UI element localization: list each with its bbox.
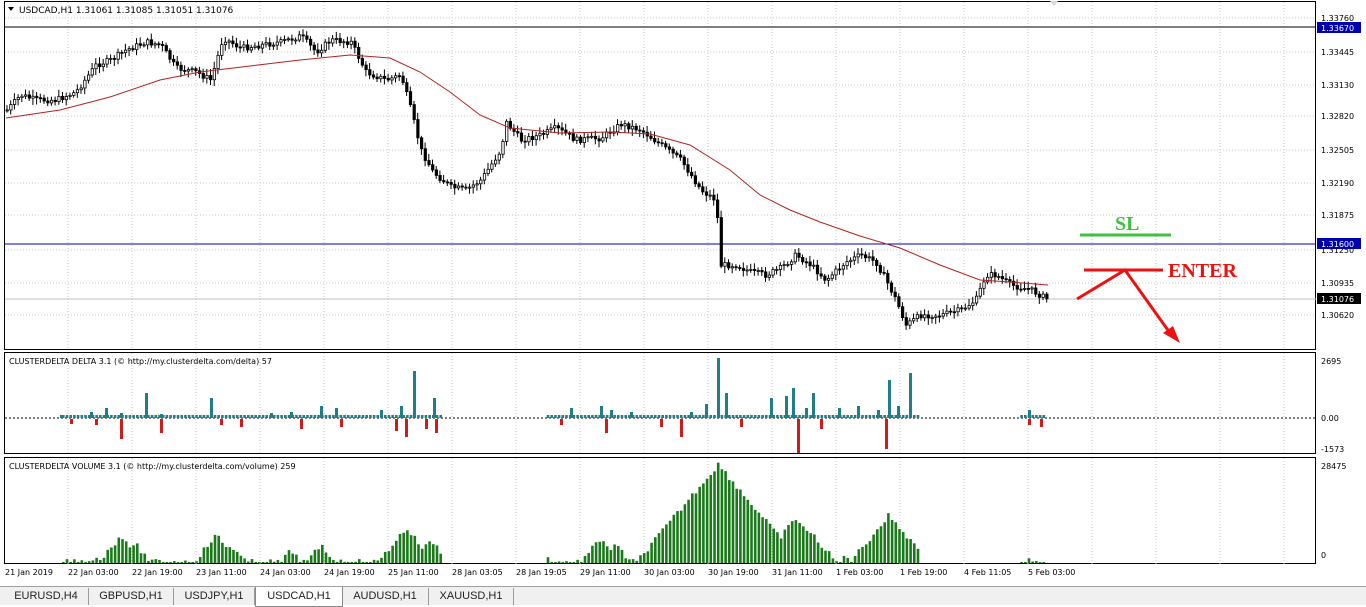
y-tick: 1.32505 [1321, 146, 1354, 155]
chevron-down-icon[interactable] [8, 7, 14, 11]
x-tick: 4 Feb 11:05 [964, 568, 1011, 577]
tab-eurusd-h4[interactable]: EURUSD,H4 [4, 588, 89, 605]
chart-tab-bar: EURUSD,H4 GBPUSD,H1 USDJPY,H1 USDCAD,H1 … [0, 586, 1366, 607]
tab-xauusd-h1[interactable]: XAUUSD,H1 [429, 588, 514, 605]
delta-y-tick: 2695 [1321, 357, 1341, 366]
chart-canvas[interactable]: USDCAD,H1 1.31061 1.31085 1.31051 1.3107… [0, 0, 1366, 586]
x-tick: 31 Jan 11:00 [772, 568, 823, 577]
y-tick: 1.33760 [1321, 14, 1354, 23]
x-tick: 1 Feb 19:00 [900, 568, 947, 577]
y-tick: 1.32820 [1321, 112, 1354, 121]
y-tick: 1.30620 [1321, 311, 1354, 320]
price-label: 1.31076 [1321, 295, 1354, 304]
main-pane-frame [4, 1, 1316, 350]
main-price-axis[interactable]: 1.33760 1.33445 1.33130 1.32820 1.32505 … [1321, 14, 1354, 320]
y-tick: 1.31250 [1321, 246, 1354, 255]
grid-lines [5, 2, 1315, 564]
hline-blue-label-box [1317, 238, 1361, 249]
delta-y-tick: -1573 [1321, 445, 1344, 454]
y-tick: 1.31875 [1321, 211, 1354, 220]
sl-label: SL [1115, 213, 1139, 235]
x-tick: 5 Feb 03:00 [1028, 568, 1075, 577]
x-tick: 24 Jan 19:00 [324, 568, 375, 577]
volume-y-tick: 28475 [1321, 462, 1346, 471]
main-pane-title: USDCAD,H1 1.31061 1.31085 1.31051 1.3107… [19, 6, 234, 16]
x-tick: 24 Jan 03:00 [260, 568, 311, 577]
x-tick: 28 Jan 03:05 [452, 568, 503, 577]
moving-average-line [5, 54, 1049, 286]
delta-histogram [60, 358, 1046, 453]
x-tick: 30 Jan 19:00 [708, 568, 759, 577]
x-tick: 1 Feb 03:00 [836, 568, 883, 577]
price-label-box [1317, 293, 1361, 304]
shift-marker-icon[interactable] [1050, 1, 1058, 6]
volume-y-tick: 0 [1321, 551, 1326, 560]
y-tick: 1.33130 [1321, 81, 1354, 90]
y-tick: 1.30935 [1321, 279, 1354, 288]
volume-pane-frame [4, 457, 1316, 564]
candlestick-series [5, 29, 1049, 330]
delta-pane-frame [4, 352, 1316, 454]
hline-top-label: 1.33670 [1321, 24, 1354, 33]
x-tick: 30 Jan 03:00 [644, 568, 695, 577]
tab-gbpusd-h1[interactable]: GBPUSD,H1 [89, 588, 174, 605]
delta-pane-title: CLUSTERDELTA DELTA 3.1 (© http://my.clus… [9, 357, 272, 366]
x-tick: 22 Jan 03:00 [68, 568, 119, 577]
x-tick: 23 Jan 11:00 [196, 568, 247, 577]
tab-usdcad-h1[interactable]: USDCAD,H1 [255, 587, 343, 607]
y-tick: 1.33445 [1321, 48, 1354, 57]
volume-pane-title: CLUSTERDELTA VOLUME 3.1 (© http://my.clu… [9, 462, 296, 471]
x-tick: 28 Jan 19:05 [516, 568, 567, 577]
trade-arrow[interactable] [1076, 267, 1172, 334]
tab-audusd-h1[interactable]: AUDUSD,H1 [342, 588, 429, 605]
time-axis[interactable]: 21 Jan 2019 22 Jan 03:00 22 Jan 19:00 23… [5, 568, 1075, 577]
enter-label: ENTER [1168, 260, 1237, 282]
arrow-head-icon [1163, 326, 1180, 343]
x-tick: 29 Jan 11:00 [580, 568, 631, 577]
x-tick: 22 Jan 19:00 [132, 568, 183, 577]
tab-usdjpy-h1[interactable]: USDJPY,H1 [174, 588, 255, 605]
hline-top-label-box [1317, 22, 1361, 33]
x-tick: 25 Jan 11:00 [388, 568, 439, 577]
hline-blue-label: 1.31600 [1321, 240, 1354, 249]
y-tick: 1.32190 [1321, 179, 1354, 188]
volume-histogram [62, 462, 1046, 563]
delta-y-tick: 0.00 [1321, 414, 1339, 423]
x-tick: 21 Jan 2019 [5, 568, 53, 577]
